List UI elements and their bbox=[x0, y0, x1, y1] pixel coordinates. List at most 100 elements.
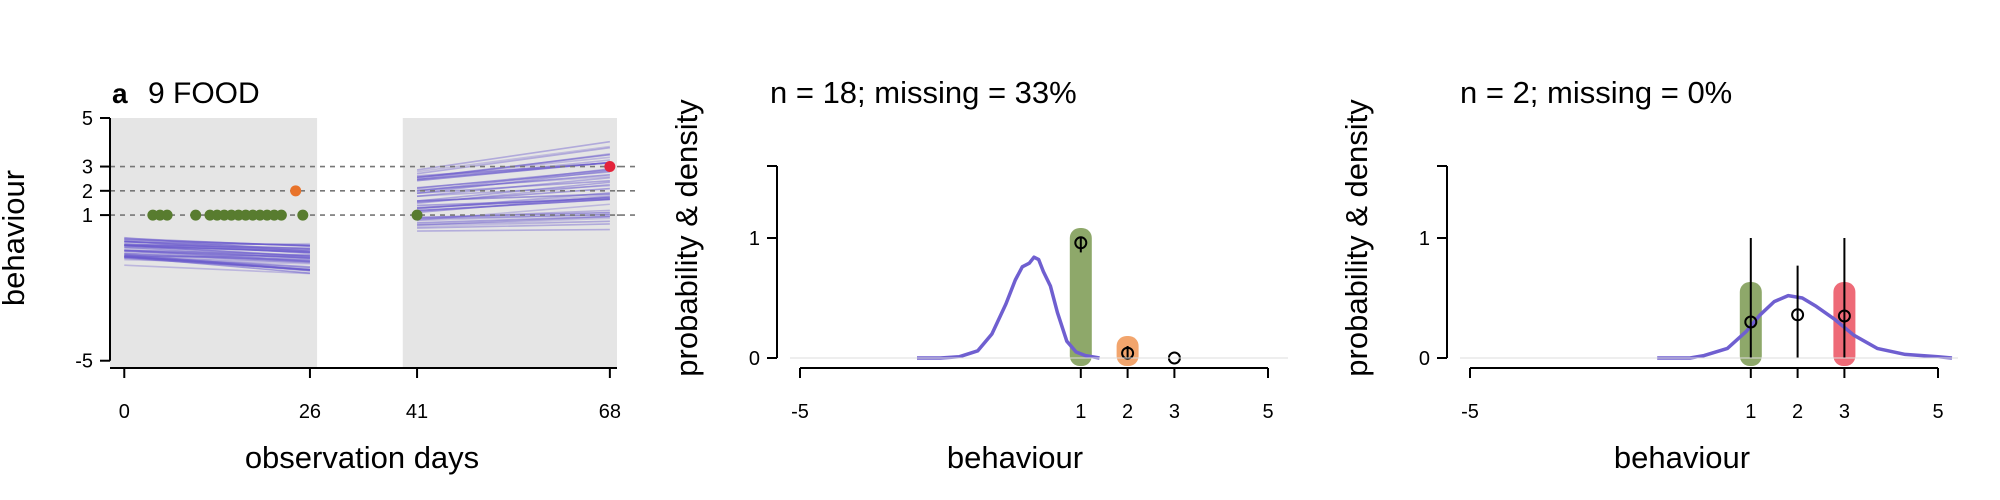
y-tick-label: 0 bbox=[749, 348, 760, 370]
trend-line bbox=[124, 256, 310, 263]
estimate-point bbox=[1074, 236, 1088, 250]
trend-line bbox=[416, 176, 610, 198]
trend-line bbox=[124, 238, 310, 247]
x-tick-label: 1 bbox=[1745, 401, 1756, 423]
x-tick-label: -5 bbox=[1461, 401, 1479, 423]
x-tick-label: 0 bbox=[119, 401, 130, 423]
trend-line bbox=[416, 187, 610, 203]
observation-point bbox=[275, 209, 287, 221]
estimate-point bbox=[1744, 315, 1758, 329]
y-tick-label: 3 bbox=[82, 157, 93, 179]
panel-a-reference-lines bbox=[110, 165, 637, 216]
panel-b-title: n = 18; missing = 33% bbox=[770, 75, 1077, 110]
observation-point bbox=[411, 209, 423, 221]
trend-line bbox=[124, 247, 310, 260]
trend-line bbox=[417, 196, 610, 209]
panel-a-observations bbox=[147, 161, 616, 221]
x-tick-label: 3 bbox=[1839, 401, 1850, 423]
trend-line bbox=[124, 242, 310, 254]
trend-line bbox=[416, 195, 610, 214]
trend-line bbox=[417, 217, 610, 227]
x-tick-label: 1 bbox=[1075, 401, 1086, 423]
panel-c-distribution: 0 1 -5 1 2 3 5 n = 2; missing = 0% behaviour p… bbox=[1339, 75, 1958, 475]
x-tick-label: 68 bbox=[599, 401, 621, 423]
x-tick-label: 3 bbox=[1169, 401, 1180, 423]
trend-line bbox=[124, 250, 310, 263]
trend-line bbox=[124, 240, 310, 253]
observation-point bbox=[190, 209, 202, 221]
trend-line bbox=[124, 246, 310, 259]
trend-line bbox=[416, 140, 610, 171]
trend-line bbox=[417, 228, 610, 232]
panel-c-points bbox=[1744, 238, 1851, 358]
trend-line bbox=[124, 240, 310, 255]
panel-a-shaded-regions bbox=[110, 118, 617, 368]
x-tick-label: 41 bbox=[406, 401, 428, 423]
x-tick-label: -5 bbox=[791, 401, 809, 423]
trend-line bbox=[124, 255, 310, 269]
density-curve bbox=[917, 255, 1100, 360]
estimate-point bbox=[1837, 309, 1851, 323]
density-curve bbox=[1657, 293, 1953, 360]
estimate-point bbox=[1791, 308, 1805, 322]
trend-line bbox=[124, 244, 310, 258]
observation-point bbox=[161, 209, 173, 221]
x-tick-label: 5 bbox=[1932, 401, 1943, 423]
trend-line bbox=[416, 183, 610, 205]
panel-b-x-label: behaviour bbox=[947, 440, 1083, 475]
trend-line bbox=[417, 180, 610, 194]
shaded-region-1 bbox=[402, 118, 617, 368]
panel-c-axes: 0 1 -5 1 2 3 5 bbox=[1419, 165, 1958, 423]
trend-line bbox=[124, 244, 310, 254]
y-tick-label: 1 bbox=[1419, 228, 1430, 250]
trend-line bbox=[416, 161, 610, 182]
trend-line bbox=[417, 194, 610, 209]
panel-b-distribution: 0 1 -5 1 2 3 5 n = 18; missing = 33% behaviour… bbox=[669, 75, 1288, 475]
trend-line bbox=[417, 215, 610, 224]
y-tick-label: -5 bbox=[75, 351, 93, 373]
trend-line bbox=[124, 250, 310, 259]
y-tick-label: 5 bbox=[82, 108, 93, 130]
trend-line bbox=[124, 253, 310, 268]
trend-line bbox=[416, 181, 610, 202]
y-tick-label: 1 bbox=[82, 205, 93, 227]
trend-line bbox=[416, 174, 610, 192]
panel-c-title: n = 2; missing = 0% bbox=[1460, 75, 1732, 110]
trend-line bbox=[416, 159, 610, 181]
trend-line bbox=[416, 145, 610, 173]
trend-line bbox=[124, 237, 310, 248]
trend-line bbox=[417, 193, 610, 202]
trend-line bbox=[417, 220, 610, 228]
trend-line bbox=[417, 223, 610, 229]
trend-line bbox=[124, 249, 310, 262]
trend-line bbox=[417, 220, 610, 226]
x-tick-label: 26 bbox=[299, 401, 321, 423]
x-tick-label: 2 bbox=[1122, 401, 1133, 423]
observation-point bbox=[290, 185, 302, 197]
x-tick-label: 2 bbox=[1792, 401, 1803, 423]
y-tick-label: 1 bbox=[749, 228, 760, 250]
panel-a-title: 9 FOOD bbox=[148, 77, 260, 110]
trend-line bbox=[124, 240, 310, 247]
trend-line bbox=[416, 169, 610, 189]
estimate-point bbox=[1121, 346, 1135, 360]
y-tick-label: 0 bbox=[1419, 348, 1430, 370]
trend-line bbox=[124, 238, 310, 247]
x-tick-label: 5 bbox=[1262, 401, 1273, 423]
panel-c-density-curve bbox=[1657, 293, 1953, 360]
trend-line bbox=[124, 252, 310, 263]
panel-b-axes: 0 1 -5 1 2 3 5 bbox=[749, 165, 1288, 423]
panel-b-y-label: probability & density bbox=[669, 99, 704, 377]
panel-a-x-label: observation days bbox=[245, 440, 479, 475]
panel-a-trend-lines bbox=[124, 140, 610, 275]
panel-a-y-label: behaviour bbox=[0, 170, 31, 306]
panel-c-y-label: probability & density bbox=[1339, 99, 1374, 377]
trend-line bbox=[417, 216, 610, 226]
observation-point bbox=[604, 161, 616, 173]
trend-line bbox=[416, 146, 610, 175]
trend-line bbox=[124, 252, 310, 264]
trend-line bbox=[417, 213, 610, 220]
trend-line bbox=[124, 257, 310, 271]
